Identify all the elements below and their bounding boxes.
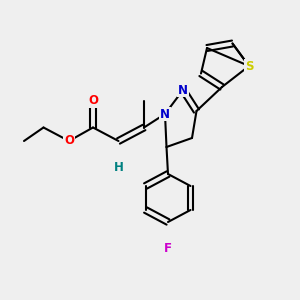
Text: H: H bbox=[114, 161, 123, 174]
Text: S: S bbox=[245, 59, 253, 73]
Text: N: N bbox=[160, 107, 170, 121]
Text: F: F bbox=[164, 242, 172, 255]
Text: O: O bbox=[88, 94, 98, 107]
Text: N: N bbox=[178, 83, 188, 97]
Text: O: O bbox=[64, 134, 74, 148]
